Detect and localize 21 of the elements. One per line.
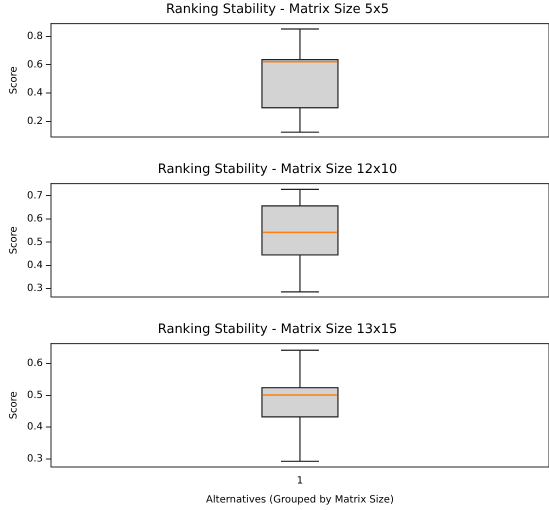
chart-title: Ranking Stability - Matrix Size 13x15 [158, 322, 398, 338]
y-axis-title: Score [8, 66, 20, 94]
y-tick-label: 0.4 [26, 88, 43, 99]
y-tick-label: 0.3 [26, 453, 43, 464]
y-axis-title: Score [8, 391, 20, 420]
y-tick-label: 0.7 [26, 190, 43, 202]
y-tick-label: 0.4 [26, 260, 43, 271]
y-tick-label: 0.8 [26, 31, 43, 42]
y-tick-label: 0.2 [26, 116, 43, 127]
chart-title: Ranking Stability - Matrix Size 12x10 [158, 162, 398, 178]
y-tick-label: 0.5 [26, 236, 43, 248]
y-tick-label: 0.5 [26, 390, 43, 401]
x-axis-title: Alternatives (Grouped by Matrix Size) [206, 494, 394, 506]
y-tick-label: 0.4 [26, 422, 43, 433]
y-tick-label: 0.6 [26, 214, 43, 225]
y-tick-label: 0.6 [26, 358, 43, 370]
x-tick-label: 1 [296, 476, 304, 487]
chart-title: Ranking Stability - Matrix Size 5x5 [166, 2, 389, 18]
y-tick-label: 0.6 [26, 59, 43, 70]
y-tick-label: 0.3 [26, 283, 43, 294]
y-axis-title: Score [8, 226, 20, 254]
